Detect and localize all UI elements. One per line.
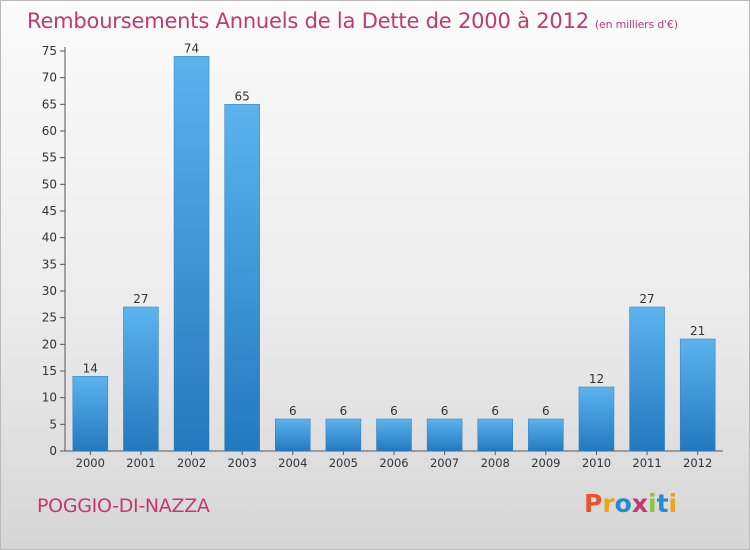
bar xyxy=(629,306,665,452)
logo-letter: t xyxy=(656,489,669,518)
data-label: 6 xyxy=(289,404,297,418)
y-tick-label: 65 xyxy=(42,97,57,111)
y-tick-label: 60 xyxy=(42,124,57,138)
y-tick-label: 5 xyxy=(49,417,57,431)
y-tick-label: 40 xyxy=(42,231,57,245)
logo-letter: o xyxy=(614,489,632,518)
x-tick-label: 2012 xyxy=(683,456,712,470)
logo-letter: r xyxy=(602,489,615,518)
logo-letter: P xyxy=(584,489,603,518)
bar xyxy=(477,418,513,452)
y-tick-label: 0 xyxy=(49,444,57,458)
data-label: 6 xyxy=(491,404,499,418)
bar xyxy=(426,418,463,452)
bar xyxy=(376,418,412,452)
x-tick-label: 2009 xyxy=(531,456,560,470)
y-tick-label: 25 xyxy=(42,311,57,325)
bar xyxy=(123,306,159,452)
x-tick-label: 2001 xyxy=(126,456,155,470)
x-tick-label: 2008 xyxy=(481,456,510,470)
logo-letter: x xyxy=(631,489,648,518)
chart-title: Remboursements Annuels de la Dette de 20… xyxy=(27,9,678,33)
y-tick-label: 20 xyxy=(42,337,57,351)
chart-title-text: Remboursements Annuels de la Dette de 20… xyxy=(27,9,589,33)
data-label: 27 xyxy=(639,292,654,306)
x-tick-label: 2006 xyxy=(379,456,408,470)
proxiti-logo: Proxiti xyxy=(584,489,677,518)
bar xyxy=(325,418,362,452)
x-tick-label: 2004 xyxy=(278,456,307,470)
bar xyxy=(578,386,615,452)
bar xyxy=(224,104,260,452)
x-tick-label: 2003 xyxy=(228,456,257,470)
data-label: 6 xyxy=(340,404,348,418)
data-label: 65 xyxy=(235,89,250,103)
data-label: 21 xyxy=(690,324,705,338)
bar xyxy=(275,418,311,452)
y-tick-label: 75 xyxy=(42,44,57,58)
x-tick-label: 2011 xyxy=(632,456,661,470)
commune-name: POGGIO-DI-NAZZA xyxy=(37,495,210,517)
data-label: 12 xyxy=(589,372,604,386)
data-label: 6 xyxy=(542,404,550,418)
logo-letter: i xyxy=(668,489,678,518)
y-tick-label: 10 xyxy=(42,391,57,405)
bar xyxy=(173,56,210,452)
data-label: 6 xyxy=(390,404,398,418)
y-tick-label: 45 xyxy=(42,204,57,218)
x-tick-label: 2000 xyxy=(76,456,105,470)
data-label: 14 xyxy=(83,361,98,375)
data-label: 27 xyxy=(133,292,148,306)
bar xyxy=(528,418,564,452)
y-tick-label: 70 xyxy=(42,71,57,85)
data-label: 6 xyxy=(441,404,449,418)
data-label: 74 xyxy=(184,41,199,55)
unit-label: (en milliers d'€) xyxy=(594,18,678,31)
y-tick-label: 55 xyxy=(42,151,57,165)
x-tick-label: 2010 xyxy=(582,456,611,470)
y-tick-label: 50 xyxy=(42,177,57,191)
logo-letter: i xyxy=(648,489,657,518)
x-tick-label: 2005 xyxy=(329,456,358,470)
y-tick-label: 35 xyxy=(42,257,57,271)
x-tick-label: 2002 xyxy=(177,456,206,470)
y-tick-label: 30 xyxy=(42,284,57,298)
bar xyxy=(679,338,716,452)
bar xyxy=(72,376,109,452)
y-tick-label: 15 xyxy=(42,364,57,378)
x-tick-label: 2007 xyxy=(430,456,459,470)
